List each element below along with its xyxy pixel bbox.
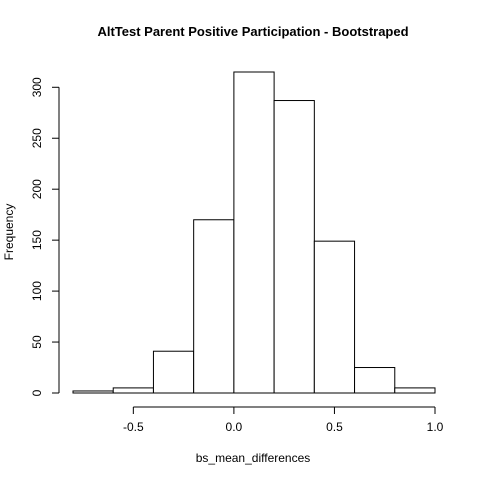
y-tick-label-3: 150 xyxy=(30,230,44,250)
x-tick-label-0: -0.5 xyxy=(123,420,144,434)
y-tick-label-6: 300 xyxy=(30,77,44,97)
bars-group xyxy=(72,71,436,394)
histogram-bar-2 xyxy=(152,350,195,394)
y-tick-label-4: 200 xyxy=(30,179,44,199)
x-tick-label-2: 0.5 xyxy=(326,420,343,434)
histogram-bar-3 xyxy=(193,219,235,394)
histogram-bar-1 xyxy=(112,387,154,394)
y-axis: 0 50 100 150 200 250 300 xyxy=(30,77,60,396)
histogram-bar-4 xyxy=(233,71,275,394)
chart-title: AltTest Parent Positive Participation - … xyxy=(97,24,408,39)
y-axis-label: Frequency xyxy=(2,204,16,261)
x-axis-label: bs_mean_differences xyxy=(196,451,311,465)
histogram-bar-0 xyxy=(72,390,114,394)
x-tick-label-3: 1.0 xyxy=(427,420,444,434)
y-tick-label-2: 100 xyxy=(30,281,44,301)
x-tick-label-1: 0.0 xyxy=(226,420,243,434)
histogram-bar-7 xyxy=(354,367,396,394)
histogram-bar-8 xyxy=(394,387,436,394)
y-tick-label-5: 250 xyxy=(30,128,44,148)
x-axis: -0.5 0.0 0.5 1.0 xyxy=(123,406,444,434)
histogram-bar-5 xyxy=(273,100,315,394)
y-tick-label-0: 0 xyxy=(30,389,44,396)
y-tick-label-1: 50 xyxy=(30,335,44,349)
histogram-bar-6 xyxy=(313,240,356,394)
